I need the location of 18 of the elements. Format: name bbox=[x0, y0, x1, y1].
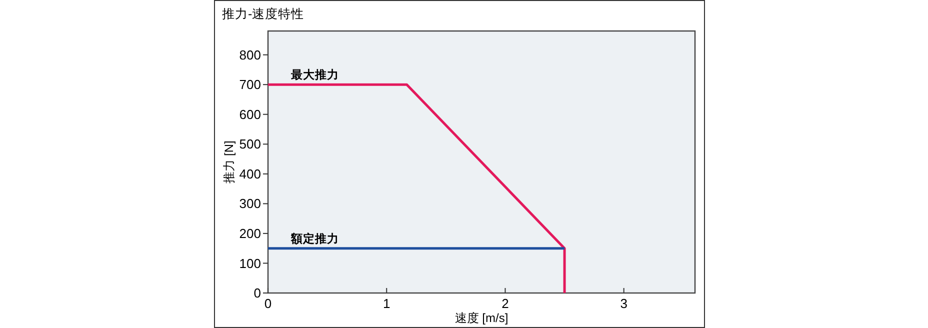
series-label: 額定推力 bbox=[290, 231, 339, 246]
x-tick-label: 2 bbox=[502, 296, 509, 311]
y-tick-label: 0 bbox=[254, 286, 261, 301]
y-axis-title: 推力 [N] bbox=[222, 140, 236, 184]
series-label: 最大推力 bbox=[290, 68, 339, 82]
y-tick-label: 200 bbox=[239, 226, 261, 242]
y-tick-label: 100 bbox=[239, 256, 261, 271]
x-tick-label: 3 bbox=[620, 296, 628, 311]
x-tick-label: 0 bbox=[264, 296, 272, 311]
chart-title: 推力-速度特性 bbox=[222, 6, 304, 21]
x-axis-title: 速度 [m/s] bbox=[454, 311, 508, 325]
x-tick-label: 1 bbox=[382, 296, 390, 311]
y-tick-label: 400 bbox=[239, 166, 261, 182]
y-tick-label: 700 bbox=[239, 77, 261, 92]
y-tick-label: 800 bbox=[239, 47, 261, 62]
y-tick-label: 500 bbox=[239, 136, 261, 152]
y-tick-label: 300 bbox=[239, 196, 261, 212]
y-tick-label: 600 bbox=[239, 106, 261, 122]
